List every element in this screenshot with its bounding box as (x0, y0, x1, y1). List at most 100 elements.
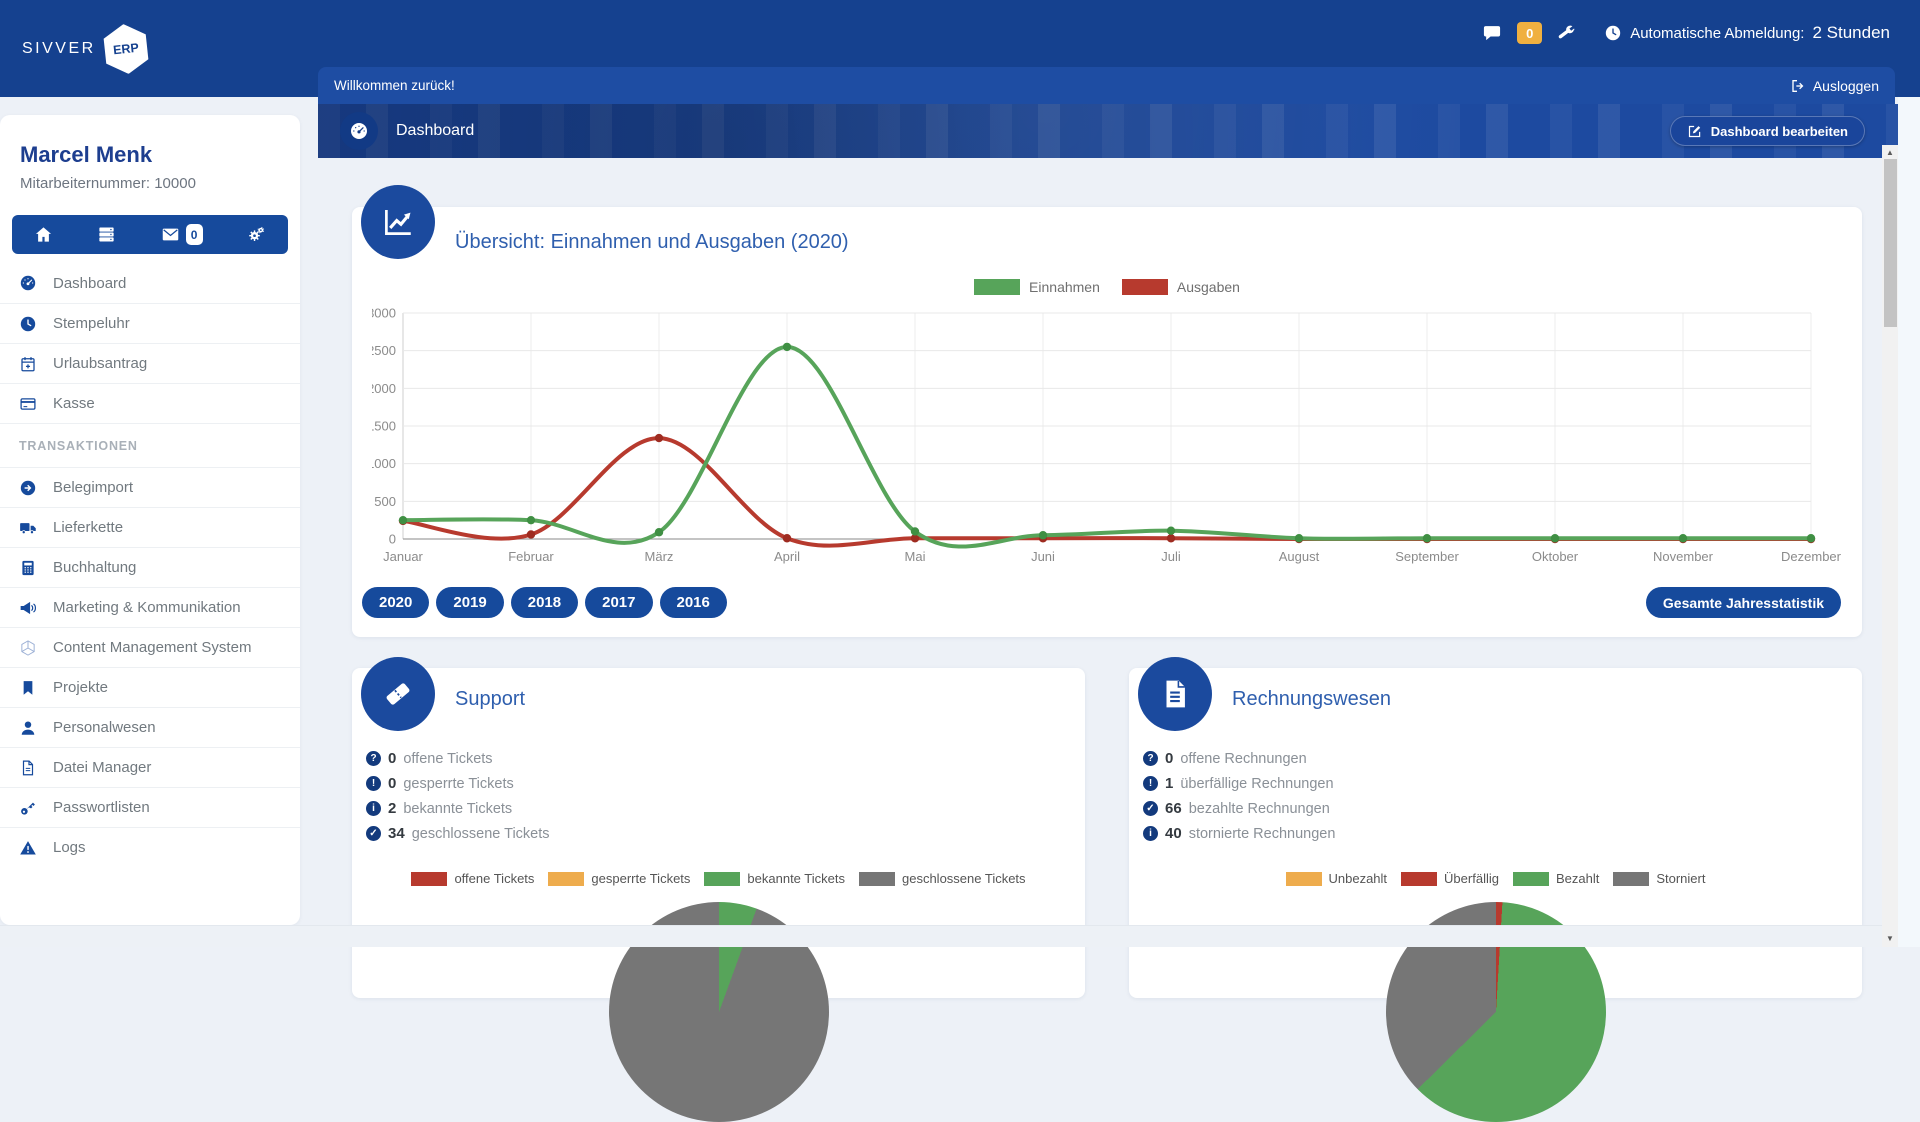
invoice-card-title[interactable]: Rechnungswesen (1232, 688, 1391, 710)
stat-label: überfällige Rechnungen (1180, 775, 1334, 792)
sidebar-item-kasse[interactable]: Kasse (0, 383, 300, 423)
check-circle-icon: ✓ (366, 826, 381, 841)
invoice-pie-legend: Unbezahlt Überfällig Bezahlt Storniert (1129, 871, 1862, 886)
stat-value: 66 (1165, 800, 1182, 817)
vertical-scrollbar[interactable]: ▲ ▼ (1882, 145, 1898, 947)
card-icon (19, 395, 37, 413)
bookmark-icon (19, 679, 37, 697)
pie-legend-bekannte-tickets: bekannte Tickets (704, 871, 845, 886)
stat-label: offene Rechnungen (1180, 750, 1307, 767)
sidebar-item-label: Buchhaltung (53, 559, 137, 576)
chart-legend-einnahmen[interactable]: Einnahmen (974, 279, 1100, 295)
sidebar-item-label: Content Management System (53, 639, 252, 656)
legend-color-box (1401, 871, 1438, 886)
sidebar-item-passwortlisten[interactable]: Passwortlisten (0, 787, 300, 827)
sidebar-item-dashboard[interactable]: Dashboard (0, 263, 300, 303)
legend-label: Storniert (1656, 871, 1706, 886)
gauge-icon (349, 121, 369, 141)
chart-legend-ausgaben[interactable]: Ausgaben (1121, 279, 1240, 295)
sidebar-item-urlaubsantrag[interactable]: Urlaubsantrag (0, 343, 300, 383)
line-chart: 0 500 1000 1500 2000 2500 3000 Januar Februar Mär… (367, 306, 1842, 569)
scrollbar-down-arrow[interactable]: ▼ (1886, 934, 1894, 943)
stat-value: 0 (388, 750, 397, 767)
pie-legend-überfällig: Überfällig (1401, 871, 1499, 886)
legend-label: Bezahlt (1555, 871, 1600, 886)
brand-logo: SIVVER ERP (22, 24, 149, 74)
cms-icon (19, 639, 37, 657)
svg-text:August: August (1279, 549, 1320, 564)
logout-label: Ausloggen (1812, 77, 1879, 94)
year-buttons: 2020 2019 2018 2017 2016 (362, 587, 727, 618)
svg-text:3000: 3000 (372, 307, 396, 321)
sidebar-item-projekte[interactable]: Projekte (0, 667, 300, 707)
svg-text:1000: 1000 (372, 456, 396, 471)
legend-label: gesperrte Tickets (591, 871, 691, 886)
legend-label: geschlossene Tickets (901, 871, 1026, 886)
welcome-bar: Willkommen zurück! Ausloggen (318, 67, 1895, 104)
svg-text:500: 500 (374, 494, 396, 509)
sidebar-item-label: Datei Manager (53, 759, 152, 776)
right-strip (1898, 97, 1920, 947)
sidebar-item-label: Marketing & Kommunikation (53, 599, 241, 616)
invoice-stats: ? 0 offene Rechnungen! 1 überfällige Rechnun… (1143, 746, 1335, 846)
sidebar-menu: Dashboard Stempeluhr Urlaubsantrag Kasse TRA… (0, 263, 300, 867)
stat-label: bekannte Tickets (403, 800, 513, 817)
legend-label: Ausgaben (1176, 279, 1240, 295)
sidebar-item-stempeluhr[interactable]: Stempeluhr (0, 303, 300, 343)
gears-icon[interactable] (247, 225, 266, 244)
scrollbar-thumb[interactable] (1883, 159, 1897, 327)
overview-chart-card: Übersicht: Einnahmen und Ausgaben (2020)… (352, 185, 1862, 637)
legend-color-box (704, 871, 741, 886)
svg-text:März: März (645, 549, 674, 564)
sidebar-item-buchhaltung[interactable]: Buchhaltung (0, 547, 300, 587)
mail-button[interactable]: 0 (161, 224, 203, 245)
edit-dashboard-button[interactable]: Dashboard bearbeiten (1669, 116, 1865, 146)
legend-color-box (1285, 871, 1322, 886)
stat-überfällige-rechnungen: ! 1 überfällige Rechnungen (1143, 771, 1335, 796)
sidebar-item-label: Lieferkette (53, 519, 124, 536)
check-circle-icon: ✓ (1143, 801, 1158, 816)
legend-label: Überfällig (1444, 871, 1499, 886)
support-card-title[interactable]: Support (455, 688, 526, 710)
legend-color-box (1613, 871, 1650, 886)
year-button-2017[interactable]: 2017 (585, 587, 653, 618)
pie-legend-unbezahlt: Unbezahlt (1285, 871, 1387, 886)
sidebar-item-personalwesen[interactable]: Personalwesen (0, 707, 300, 747)
home-icon[interactable] (34, 225, 53, 244)
year-button-2018[interactable]: 2018 (510, 587, 579, 618)
svg-text:Dezember: Dezember (1781, 549, 1842, 564)
brand-name: SIVVER (22, 40, 96, 57)
sidebar-item-lieferkette[interactable]: Lieferkette (0, 507, 300, 547)
support-stats: ? 0 offene Tickets! 0 gesperrte Tickets i 2 bek… (366, 746, 550, 846)
sidebar-item-datei-manager[interactable]: Datei Manager (0, 747, 300, 787)
welcome-text: Willkommen zurück! (334, 78, 455, 93)
sidebar-item-logs[interactable]: Logs (0, 827, 300, 867)
bottom-band (0, 925, 1898, 947)
year-button-2016[interactable]: 2016 (659, 587, 727, 618)
year-button-2020[interactable]: 2020 (362, 587, 430, 618)
pie-legend-offene-tickets: offene Tickets (411, 871, 534, 886)
server-icon[interactable] (97, 225, 116, 244)
year-button-2019[interactable]: 2019 (436, 587, 504, 618)
sidebar-item-marketing-kommunikation[interactable]: Marketing & Kommunikation (0, 587, 300, 627)
sidebar-item-content-management-system[interactable]: Content Management System (0, 627, 300, 667)
svg-text:2500: 2500 (372, 343, 396, 358)
full-year-stats-button[interactable]: Gesamte Jahresstatistik (1645, 587, 1841, 618)
invoice-card: Rechnungswesen ? 0 offene Rechnungen! 1 über… (1129, 657, 1862, 1122)
sidebar-item-belegimport[interactable]: Belegimport (0, 467, 300, 507)
chart-card-title[interactable]: Übersicht: Einnahmen und Ausgaben (2020) (455, 231, 849, 253)
stat-bekannte-tickets: i 2 bekannte Tickets (366, 796, 550, 821)
chat-icon[interactable] (1482, 23, 1502, 43)
edit-icon (1687, 124, 1702, 139)
scrollbar-up-arrow[interactable]: ▲ (1886, 148, 1894, 157)
sidebar-item-label: Urlaubsantrag (53, 355, 148, 372)
svg-text:1500: 1500 (372, 419, 396, 434)
employee-number: Mitarbeiternummer: 10000 (20, 175, 196, 192)
wrench-icon[interactable] (1557, 24, 1575, 42)
stat-offene-tickets: ? 0 offene Tickets (366, 746, 550, 771)
sidebar-item-label: Logs (53, 839, 86, 856)
logout-button[interactable]: Ausloggen (1790, 78, 1879, 94)
svg-text:September: September (1395, 549, 1459, 564)
pie-legend-bezahlt: Bezahlt (1512, 871, 1600, 886)
stat-value: 1 (1165, 775, 1174, 792)
